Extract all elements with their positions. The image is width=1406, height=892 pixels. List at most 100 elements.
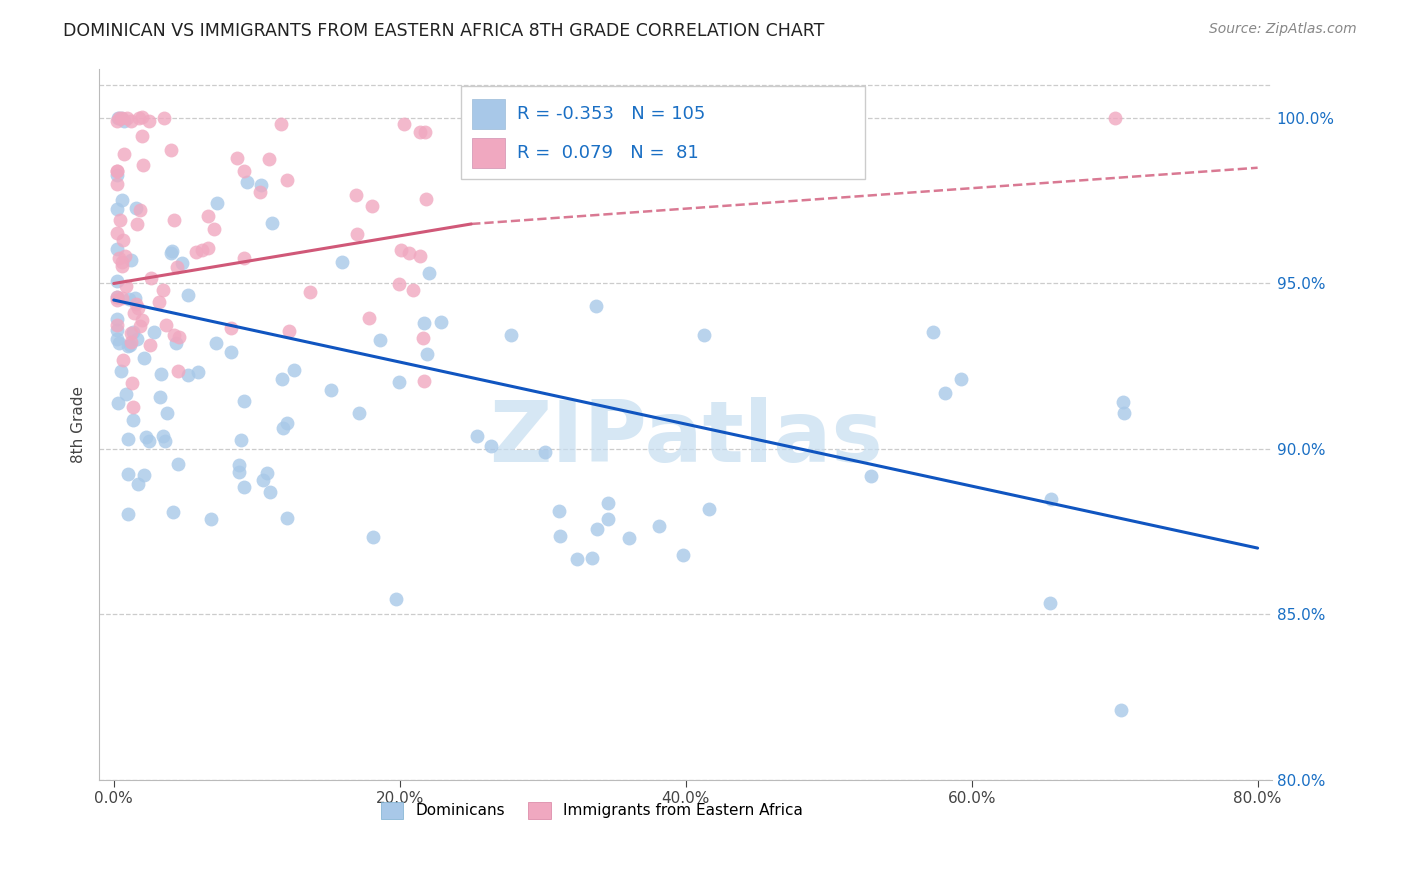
- Point: [187, 365, 209, 379]
- Point: [429, 316, 451, 330]
- Point: [105, 332, 128, 346]
- Point: [278, 324, 301, 338]
- Point: [219, 320, 242, 334]
- Point: [416, 347, 439, 361]
- Point: [550, 529, 572, 543]
- Point: [105, 163, 128, 178]
- Point: [138, 114, 160, 128]
- Point: [479, 440, 502, 454]
- Point: [121, 252, 143, 267]
- Point: [125, 218, 148, 232]
- Point: [105, 274, 128, 288]
- Point: [105, 311, 128, 326]
- Point: [122, 306, 145, 320]
- Point: [142, 325, 165, 339]
- Point: [412, 374, 434, 388]
- Text: DOMINICAN VS IMMIGRANTS FROM EASTERN AFRICA 8TH GRADE CORRELATION CHART: DOMINICAN VS IMMIGRANTS FROM EASTERN AFR…: [63, 22, 825, 40]
- Point: [117, 507, 139, 521]
- Point: [276, 511, 298, 525]
- Point: [228, 465, 250, 479]
- Point: [122, 413, 145, 427]
- Point: [167, 330, 190, 344]
- Point: [197, 209, 219, 223]
- Point: [165, 335, 187, 350]
- Bar: [472, 99, 505, 129]
- Bar: [461, 87, 865, 178]
- Point: [112, 233, 135, 247]
- Point: [160, 244, 183, 258]
- Point: [159, 246, 181, 260]
- Point: [108, 251, 131, 265]
- Point: [117, 432, 139, 446]
- Point: [409, 248, 432, 262]
- Point: [111, 259, 134, 273]
- Point: [402, 283, 425, 297]
- Point: [131, 313, 153, 327]
- Point: [1039, 596, 1062, 610]
- Point: [125, 201, 148, 215]
- Point: [127, 301, 149, 315]
- Point: [155, 318, 177, 333]
- Point: [585, 522, 607, 536]
- Point: [347, 406, 370, 420]
- Point: [202, 221, 225, 235]
- Point: [228, 458, 250, 472]
- Point: [693, 327, 716, 342]
- Bar: [472, 138, 505, 168]
- Point: [1039, 492, 1062, 507]
- Point: [112, 146, 135, 161]
- Point: [172, 255, 194, 269]
- Point: [283, 363, 305, 377]
- Point: [359, 310, 381, 325]
- Point: [105, 169, 128, 183]
- Point: [413, 316, 436, 330]
- Point: [384, 591, 406, 606]
- Point: [412, 331, 434, 345]
- Point: [111, 291, 134, 305]
- Point: [105, 114, 128, 128]
- Point: [115, 278, 138, 293]
- Point: [105, 290, 128, 304]
- Point: [321, 383, 343, 397]
- Point: [121, 401, 143, 415]
- Point: [117, 339, 139, 353]
- Point: [138, 434, 160, 448]
- Text: ZIPatlas: ZIPatlas: [489, 397, 883, 480]
- Point: [105, 226, 128, 240]
- Point: [110, 364, 132, 378]
- Point: [120, 114, 142, 128]
- Point: [105, 164, 128, 178]
- Point: [260, 216, 283, 230]
- Point: [120, 326, 142, 340]
- Point: [120, 334, 142, 349]
- Point: [249, 186, 271, 200]
- Point: [699, 501, 721, 516]
- Point: [129, 203, 152, 218]
- Point: [184, 245, 207, 260]
- Point: [125, 297, 148, 311]
- Point: [148, 295, 170, 310]
- Point: [111, 255, 134, 269]
- Point: [596, 496, 619, 510]
- Point: [392, 117, 415, 131]
- Point: [232, 480, 254, 494]
- Point: [408, 125, 430, 139]
- Point: [387, 277, 409, 291]
- Point: [205, 336, 228, 351]
- Point: [160, 143, 183, 157]
- Point: [950, 372, 973, 386]
- Point: [257, 152, 280, 166]
- Point: [110, 213, 132, 227]
- Point: [271, 372, 294, 386]
- Point: [118, 337, 141, 351]
- Point: [226, 151, 249, 165]
- Point: [361, 530, 384, 544]
- Point: [107, 111, 129, 125]
- Point: [149, 367, 172, 381]
- Point: [271, 420, 294, 434]
- Point: [117, 467, 139, 481]
- Point: [233, 164, 256, 178]
- Point: [115, 111, 138, 125]
- Point: [127, 477, 149, 491]
- Point: [233, 394, 256, 409]
